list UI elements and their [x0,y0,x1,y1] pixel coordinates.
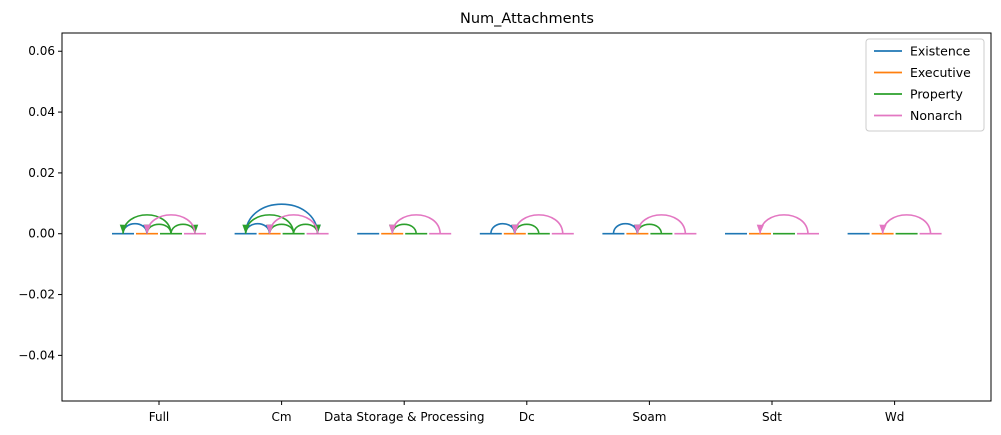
y-tick-label: −0.04 [18,348,55,362]
arc-cm-property-9 [292,223,319,234]
x-tick-label: Data Storage & Processing [324,410,484,424]
arc-cm-existence-5 [244,203,319,234]
y-axis: −0.04 −0.02 0.00 0.02 0.04 0.06 [18,44,62,362]
x-tick-label: Full [149,410,170,424]
legend-label-executive: Executive [910,65,971,80]
arrowhead-cm-property-7 [242,224,250,234]
arc-cm-property-8 [268,223,295,234]
y-tick-label: 0.02 [28,166,55,180]
chart-title: Num_Attachments [460,11,594,27]
arrowhead-sdt-nonarch-19 [756,224,764,234]
arrowhead-full-nonarch-4 [143,224,151,234]
arrowhead-full-property-1 [119,224,127,234]
x-axis: Full Cm Data Storage & Processing Dc Soam Sdt… [149,401,904,424]
x-tick-label: Soam [632,410,666,424]
arc-full-property-2 [146,223,172,234]
arc-wd-nonarch-20 [881,214,932,234]
legend-label-property: Property [910,87,963,102]
arrowhead-dc-nonarch-15 [511,224,519,234]
y-tick-label: 0.04 [28,105,55,119]
arc-soam-property-17 [636,223,663,234]
legend-box [865,38,985,132]
legend-label-nonarch: Nonarch [910,108,962,123]
y-tick-label: 0.00 [28,227,55,241]
arc-dc-property-14 [514,223,540,234]
y-tick-label: 0.06 [28,44,55,58]
arrowhead-soam-nonarch-18 [634,224,642,234]
arc-full-property-3 [170,223,196,234]
x-tick-label: Wd [885,410,904,424]
arrowhead-cm-nonarch-10 [266,224,274,234]
plot-marks [112,203,942,235]
arc-data-storage-processing-property-11 [391,223,417,234]
arc-sdt-nonarch-19 [759,214,809,234]
y-tick-label: −0.02 [18,288,55,302]
legend-label-existence: Existence [910,44,971,59]
x-tick-label: Dc [519,410,535,424]
legend: Existence Executive Property Nonarch [865,38,985,132]
x-tick-label: Sdt [762,410,782,424]
x-tick-label: Cm [272,410,292,424]
arrowhead-data-storage-processing-nonarch-12 [388,224,397,234]
arrowhead-wd-nonarch-20 [879,224,887,234]
